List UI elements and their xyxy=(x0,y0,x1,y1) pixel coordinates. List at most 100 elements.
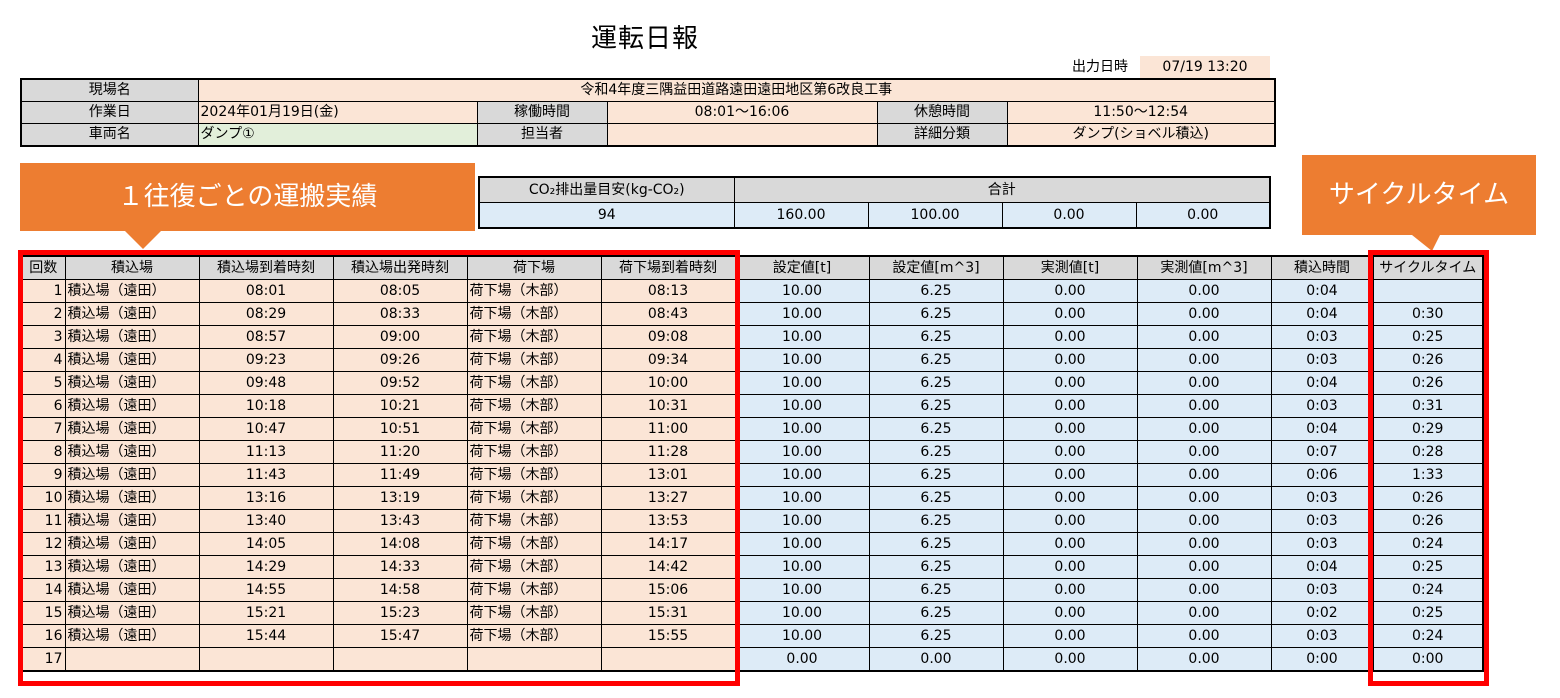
cell-cycle-time: 0:26 xyxy=(1372,509,1484,533)
col-header-loading-arrival: 積込場到着時刻 xyxy=(198,255,334,280)
cell-measured-t: 0.00 xyxy=(1002,578,1138,602)
col-header-unloading-arrival: 荷下場到着時刻 xyxy=(600,255,736,280)
cell-unloading-arrival: 11:00 xyxy=(600,417,736,441)
output-datetime-value: 07/19 13:20 xyxy=(1140,56,1270,78)
cell-loading-departure: 14:33 xyxy=(332,555,468,579)
cell-set-t: 10.00 xyxy=(734,371,870,395)
cell-unloading-site: 荷下場（木部） xyxy=(466,624,602,648)
cell-measured-m3: 0.00 xyxy=(1136,348,1272,372)
cell-loading-departure: 11:49 xyxy=(332,463,468,487)
cell-set-m3: 6.25 xyxy=(868,348,1004,372)
cell-loading-departure: 11:20 xyxy=(332,440,468,464)
cell-measured-t: 0.00 xyxy=(1002,555,1138,579)
co2-table: CO₂排出量目安(kg-CO₂) 合計 94 160.00 100.00 0.0… xyxy=(478,176,1271,229)
cell-unloading-site: 荷下場（木部） xyxy=(466,417,602,441)
cell-measured-t: 0.00 xyxy=(1002,302,1138,326)
cell-measured-t: 0.00 xyxy=(1002,348,1138,372)
cell-loading-site: 積込場（遠田） xyxy=(64,394,200,418)
highlight-box-round-trip xyxy=(18,250,740,686)
vehicle-label: 車両名 xyxy=(20,123,199,147)
cell-unloading-arrival: 10:31 xyxy=(600,394,736,418)
cell-loading-time: 0:03 xyxy=(1270,325,1374,349)
cell-loading-time: 0:03 xyxy=(1270,532,1374,556)
cell-cycle-time: 0:24 xyxy=(1372,624,1484,648)
table-row: 3 積込場（遠田） 08:57 09:00 荷下場（木部） 09:08 10.00 6.25 0… xyxy=(20,325,1484,349)
cell-loading-time: 0:00 xyxy=(1270,647,1374,672)
cell-unloading-site: 荷下場（木部） xyxy=(466,371,602,395)
cell-set-t: 10.00 xyxy=(734,578,870,602)
table-row: 11 積込場（遠田） 13:40 13:43 荷下場（木部） 13:53 10.00 6.25… xyxy=(20,509,1484,533)
cell-unloading-site: 荷下場（木部） xyxy=(466,486,602,510)
cell-unloading-arrival: 15:31 xyxy=(600,601,736,625)
cell-set-m3: 6.25 xyxy=(868,302,1004,326)
cell-set-m3: 6.25 xyxy=(868,578,1004,602)
total-set-t: 160.00 xyxy=(733,202,869,229)
cell-loading-site: 積込場（遠田） xyxy=(64,371,200,395)
cell-loading-site: 積込場（遠田） xyxy=(64,325,200,349)
cell-unloading-site: 荷下場（木部） xyxy=(466,394,602,418)
cell-measured-m3: 0.00 xyxy=(1136,463,1272,487)
cell-measured-m3: 0.00 xyxy=(1136,532,1272,556)
col-header-set-t: 設定値[t] xyxy=(734,255,870,280)
cell-loading-site: 積込場（遠田） xyxy=(64,417,200,441)
cell-cycle-time: 0:26 xyxy=(1372,486,1484,510)
cell-loading-site: 積込場（遠田） xyxy=(64,624,200,648)
cell-loading-time: 0:03 xyxy=(1270,578,1374,602)
cell-count: 13 xyxy=(20,555,66,579)
cell-measured-t: 0.00 xyxy=(1002,624,1138,648)
cell-measured-t: 0.00 xyxy=(1002,509,1138,533)
cell-set-t: 10.00 xyxy=(734,440,870,464)
cell-loading-site: 積込場（遠田） xyxy=(64,555,200,579)
table-row: 5 積込場（遠田） 09:48 09:52 荷下場（木部） 10:00 10.00 6.25 0… xyxy=(20,371,1484,395)
cell-cycle-time: 0:25 xyxy=(1372,555,1484,579)
cell-unloading-site: 荷下場（木部） xyxy=(466,555,602,579)
table-row: 8 積込場（遠田） 11:13 11:20 荷下場（木部） 11:28 10.00 6.25 0… xyxy=(20,440,1484,464)
cell-loading-time: 0:04 xyxy=(1270,417,1374,441)
cell-loading-site: 積込場（遠田） xyxy=(64,302,200,326)
cell-set-t: 10.00 xyxy=(734,486,870,510)
cell-count: 6 xyxy=(20,394,66,418)
cell-loading-time: 0:07 xyxy=(1270,440,1374,464)
table-row: 17 0.00 0.00 0.00 0.00 0:00 0:00 xyxy=(20,647,1484,672)
cell-set-m3: 0.00 xyxy=(868,647,1004,672)
table-row: 15 積込場（遠田） 15:21 15:23 荷下場（木部） 15:31 10.00 6.25… xyxy=(20,601,1484,625)
report-title: 運転日報 xyxy=(590,24,699,54)
cell-measured-m3: 0.00 xyxy=(1136,509,1272,533)
cell-loading-arrival: 13:16 xyxy=(198,486,334,510)
cell-loading-departure xyxy=(332,647,468,672)
cell-loading-departure: 08:05 xyxy=(332,279,468,303)
operating-time-label: 稼働時間 xyxy=(476,101,608,124)
cell-unloading-arrival: 10:00 xyxy=(600,371,736,395)
cell-loading-arrival: 13:40 xyxy=(198,509,334,533)
cell-set-m3: 6.25 xyxy=(868,486,1004,510)
cell-cycle-time: 0:25 xyxy=(1372,325,1484,349)
cell-loading-arrival: 14:55 xyxy=(198,578,334,602)
cell-loading-departure: 09:00 xyxy=(332,325,468,349)
cell-count: 8 xyxy=(20,440,66,464)
cell-measured-t: 0.00 xyxy=(1002,486,1138,510)
cell-set-t: 10.00 xyxy=(734,417,870,441)
cell-count: 2 xyxy=(20,302,66,326)
table-row: 13 積込場（遠田） 14:29 14:33 荷下場（木部） 14:42 10.00 6.25… xyxy=(20,555,1484,579)
cell-count: 1 xyxy=(20,279,66,303)
person-label: 担当者 xyxy=(476,123,608,147)
cell-set-m3: 6.25 xyxy=(868,509,1004,533)
cell-unloading-site: 荷下場（木部） xyxy=(466,279,602,303)
cell-cycle-time: 0:00 xyxy=(1372,647,1484,672)
cell-loading-site: 積込場（遠田） xyxy=(64,532,200,556)
total-measured-m3: 0.00 xyxy=(1135,202,1271,229)
cell-loading-time: 0:03 xyxy=(1270,509,1374,533)
cell-cycle-time: 0:29 xyxy=(1372,417,1484,441)
cell-loading-site: 積込場（遠田） xyxy=(64,601,200,625)
cell-loading-arrival: 15:44 xyxy=(198,624,334,648)
cell-loading-time: 0:02 xyxy=(1270,601,1374,625)
callout-round-trip-results: １往復ごとの運搬実績 xyxy=(20,163,475,231)
cell-loading-arrival: 14:05 xyxy=(198,532,334,556)
cell-loading-arrival: 08:57 xyxy=(198,325,334,349)
table-row: 9 積込場（遠田） 11:43 11:49 荷下場（木部） 13:01 10.00 6.25 0… xyxy=(20,463,1484,487)
table-row: 4 積込場（遠田） 09:23 09:26 荷下場（木部） 09:34 10.00 6.25 0… xyxy=(20,348,1484,372)
cell-loading-time: 0:03 xyxy=(1270,624,1374,648)
cell-count: 16 xyxy=(20,624,66,648)
cell-count: 4 xyxy=(20,348,66,372)
cell-loading-departure: 09:52 xyxy=(332,371,468,395)
